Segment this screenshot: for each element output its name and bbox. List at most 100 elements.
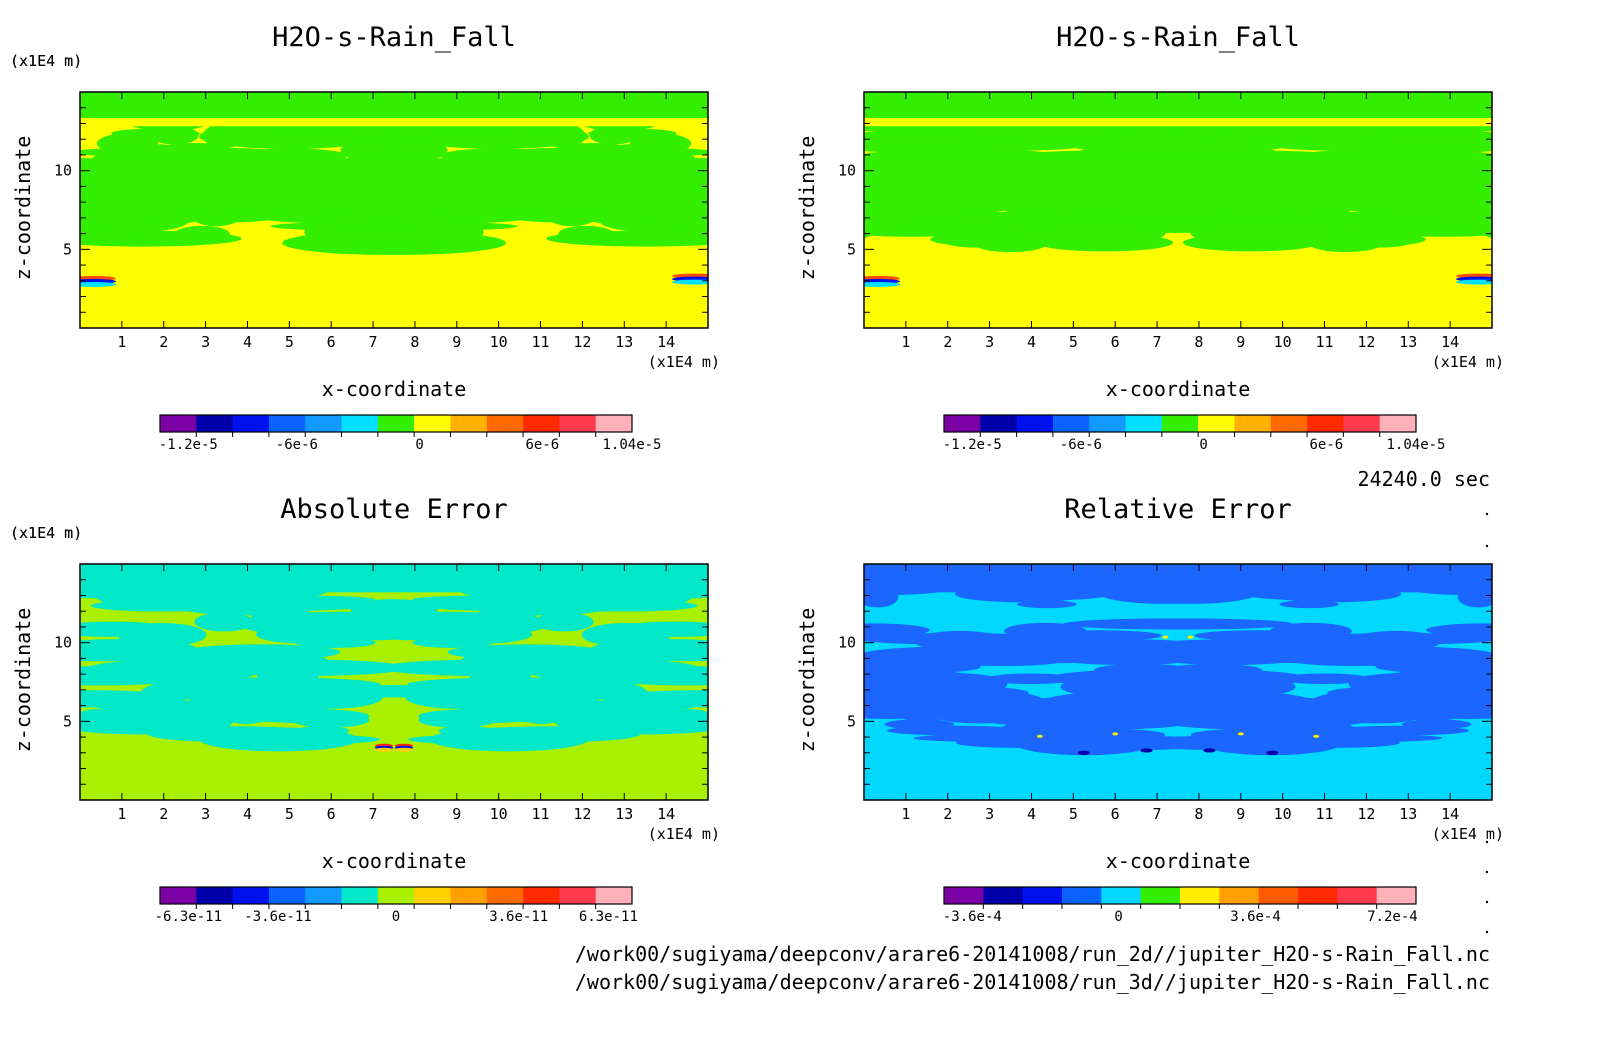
- contour-blob: [80, 146, 284, 158]
- y-tick-label: 10: [838, 162, 856, 180]
- x-tick-label: 2: [943, 805, 952, 823]
- colorbar-label: 3.6e-4: [1230, 909, 1281, 925]
- x-tick-label: 7: [369, 805, 378, 823]
- y-axis-label: z-coordinate: [11, 136, 35, 281]
- x-tick-label: 3: [201, 333, 210, 351]
- x-tick-label: 4: [1027, 333, 1036, 351]
- x-tick-label: 13: [1399, 805, 1417, 823]
- x-tick-label: 12: [1357, 333, 1375, 351]
- colorbar-label: 6e-6: [525, 437, 559, 453]
- contour-blob: [1279, 673, 1370, 685]
- contour-blob: [407, 677, 610, 692]
- colorbar-swatch: [377, 415, 415, 432]
- colorbar-swatch: [980, 415, 1018, 432]
- error-feature: [1036, 734, 1043, 738]
- x-tick-label: 9: [1236, 333, 1245, 351]
- contour-field: [864, 92, 1492, 328]
- colorbar-swatch: [486, 415, 524, 432]
- colorbar-swatch: [1016, 415, 1054, 432]
- contour-blob: [1372, 132, 1492, 149]
- colorbar-swatch: [595, 415, 633, 432]
- contour-blob: [249, 608, 319, 633]
- colorbar-swatch: [1376, 887, 1417, 904]
- contour-blob: [469, 608, 539, 633]
- contour-blob: [609, 685, 650, 706]
- error-feature: [375, 747, 393, 752]
- colorbar-swatch: [196, 887, 234, 904]
- contour-blob: [1244, 642, 1331, 652]
- x-tick-label: 9: [1236, 805, 1245, 823]
- colorbar-swatch: [450, 415, 488, 432]
- edge-feature: [864, 281, 900, 287]
- x-scale-label: (x1E4 m): [1432, 825, 1504, 843]
- contour-blob: [80, 649, 184, 662]
- contour-blob: [138, 685, 179, 706]
- colorbar-swatch: [1379, 415, 1417, 432]
- x-scale-label: (x1E4 m): [648, 825, 720, 843]
- margin-dot: [1485, 544, 1489, 548]
- colorbar: -3.6e-4 0 3.6e-4 7.2e-4: [943, 886, 1418, 925]
- x-tick-label: 14: [657, 333, 675, 351]
- y-tick-label: 10: [54, 162, 72, 180]
- colorbar-label: -3.6e-11: [244, 909, 311, 925]
- x-tick-label: 13: [615, 805, 633, 823]
- x-tick-label: 7: [369, 333, 378, 351]
- y-scale-label: (x1E4 m): [10, 52, 82, 70]
- y-axis-label: z-coordinate: [795, 608, 819, 753]
- x-tick-label: 11: [532, 333, 550, 351]
- colorbar-swatch: [268, 415, 306, 432]
- colorbar-swatch: [523, 887, 560, 904]
- x-tick-label: 4: [243, 333, 252, 351]
- x-tick-label: 10: [490, 333, 508, 351]
- colorbar-frame: [159, 414, 633, 433]
- colorbar-swatch: [1307, 415, 1344, 432]
- colorbar: -1.2e-5 -6e-6 0 6e-6 1.04e-5: [159, 414, 662, 453]
- x-tick-label: 8: [1194, 805, 1203, 823]
- x-tick-label: 8: [410, 805, 419, 823]
- error-feature: [1203, 748, 1216, 753]
- error-feature: [1187, 635, 1194, 639]
- central-lobe: [864, 158, 1492, 239]
- x-tick-label: 3: [985, 805, 994, 823]
- error-feature: [1112, 732, 1119, 736]
- colorbar-swatch: [1140, 887, 1181, 904]
- panel-title: Absolute Error: [280, 494, 508, 525]
- x-tick-label: 4: [1027, 805, 1036, 823]
- x-tick-label: 7: [1153, 333, 1162, 351]
- x-tick-label: 10: [1274, 333, 1292, 351]
- colorbar-label: 1.04e-5: [602, 437, 661, 453]
- x-tick-label: 11: [1316, 333, 1334, 351]
- x-tick-label: 13: [615, 333, 633, 351]
- y-tick-label: 5: [847, 712, 856, 730]
- x-tick-label: 5: [285, 333, 294, 351]
- colorbar-swatch: [1298, 887, 1338, 904]
- colorbar-frame: [943, 414, 1417, 433]
- colorbar-label: 6e-6: [1309, 437, 1343, 453]
- colorbar-swatch: [414, 415, 451, 432]
- contour-blob: [194, 612, 254, 632]
- file-path: /work00/sugiyama/deepconv/arare6-2014100…: [575, 970, 1490, 994]
- colorbar-swatch: [305, 887, 343, 904]
- contour-blob: [864, 633, 1055, 645]
- colorbar-label: -6e-6: [276, 437, 318, 453]
- contour-blob: [1009, 710, 1199, 730]
- contour-field: [80, 92, 708, 328]
- error-feature: [1313, 734, 1320, 738]
- colorbar-swatch: [268, 887, 306, 904]
- contour-blob: [1248, 723, 1301, 749]
- contour-blob: [1017, 222, 1166, 245]
- upper-band: [864, 92, 1492, 121]
- colorbar-swatch: [1343, 415, 1381, 432]
- margin-dot: [1485, 870, 1489, 874]
- x-tick-label: 2: [159, 333, 168, 351]
- colorbar-swatch: [944, 887, 984, 904]
- x-tick-label: 12: [1357, 805, 1375, 823]
- error-feature: [1162, 635, 1169, 639]
- colorbar-swatch: [1180, 887, 1220, 904]
- panel-title: H2O-s-Rain_Fall: [1056, 22, 1300, 53]
- colorbar-swatch: [377, 887, 415, 904]
- contour-blob: [1025, 642, 1112, 652]
- contour-blob: [111, 128, 200, 139]
- contour-field: [80, 564, 708, 800]
- x-tick-label: 6: [327, 805, 336, 823]
